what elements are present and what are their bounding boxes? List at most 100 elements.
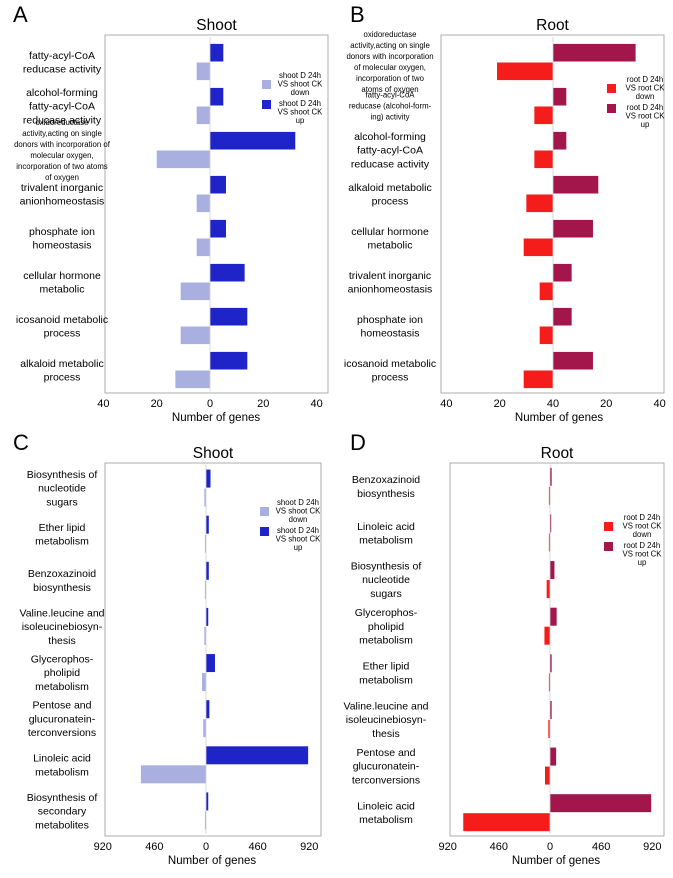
category-label: Linoleic acid: [357, 521, 415, 533]
legend-label: up: [638, 558, 647, 567]
category-label: process: [372, 196, 409, 208]
legend-label: shoot D 24h: [279, 71, 321, 80]
legend-swatch: [262, 100, 271, 109]
category-label: reducase activity: [351, 158, 430, 170]
legend-label: shoot D 24h: [279, 99, 321, 108]
bar-down: [497, 62, 553, 81]
legend-label: VS shoot CK: [278, 108, 323, 117]
x-tick-label: 0: [207, 398, 213, 410]
legend-label: VS root CK: [623, 522, 663, 531]
bar-up: [553, 219, 593, 238]
bar-down: [204, 811, 207, 830]
bar-up: [553, 43, 636, 62]
category-label: terconversions: [352, 774, 420, 786]
x-tick-label: 920: [94, 841, 112, 853]
category-label: Biosynthesis of: [27, 469, 98, 481]
bar-down: [548, 533, 551, 552]
category-label: Pentose and: [33, 700, 92, 712]
bar-down: [203, 719, 206, 738]
category-label: metabolism: [35, 536, 89, 548]
bar-up: [553, 87, 567, 106]
category-label: reducase (alcohol-form-: [349, 102, 432, 111]
bar-down: [180, 282, 210, 301]
x-tick-label: 40: [310, 398, 322, 410]
category-label: secondary: [38, 806, 87, 818]
x-tick-label: 460: [592, 841, 610, 853]
category-label: metabolism: [359, 635, 413, 647]
category-label: anionhomeostasis: [348, 284, 433, 296]
category-label: pholipid: [44, 667, 80, 679]
category-label: metabolites: [35, 819, 89, 831]
category-label: activity,acting on single: [350, 41, 430, 50]
bar-up: [553, 175, 599, 194]
legend-swatch: [260, 527, 269, 536]
category-label: nucleotide: [362, 574, 410, 586]
x-axis-label: Number of genes: [168, 855, 256, 867]
legend-label: down: [636, 92, 655, 101]
category-label: thesis: [372, 728, 399, 740]
bar-up: [210, 175, 226, 194]
x-axis-label: Number of genes: [512, 855, 600, 867]
category-label: cellular hormone: [23, 270, 101, 282]
category-label: phosphate ion: [29, 226, 95, 238]
category-label: metabolism: [359, 814, 413, 826]
bar-down: [548, 486, 551, 505]
plot-frame: [449, 462, 665, 837]
category-label: trivalent inorganic: [349, 270, 431, 282]
category-label: fatty-acyl-CoA: [29, 101, 95, 113]
x-tick-label: 460: [145, 841, 163, 853]
chart-title: Shoot: [193, 445, 234, 462]
bar-up: [210, 351, 248, 370]
category-label: donors with incorporation of: [14, 140, 111, 149]
category-label: oxidoreductase: [364, 30, 417, 39]
category-label: reducase activity: [23, 64, 102, 76]
category-label: Benzoxazinoid: [28, 568, 96, 580]
chart-title: Shoot: [196, 17, 237, 34]
panel-b: B Root oxidoreductase activity,acting on si…: [344, 2, 666, 424]
bar-down: [523, 370, 553, 389]
legend-label: down: [291, 88, 310, 97]
x-tick-label: 460: [248, 841, 266, 853]
category-label: Valine.leucine and: [19, 607, 104, 619]
bar-up: [210, 131, 296, 150]
panel-letter: C: [13, 430, 29, 455]
category-label: cellular hormone: [351, 226, 429, 238]
plot-frame: [104, 462, 322, 837]
category-label: icosanoid metabolic: [344, 358, 436, 370]
bar-down: [463, 813, 550, 832]
bar-up: [210, 263, 245, 282]
category-label: Ether lipid: [363, 661, 410, 673]
category-label: process: [44, 372, 81, 384]
bar-down: [539, 282, 553, 301]
bar-up: [206, 746, 309, 765]
category-label: ing) activity: [371, 113, 410, 122]
bar-up: [550, 700, 552, 719]
category-label: fatty-acyl-CoA: [366, 91, 416, 100]
category-label: Pentose and: [357, 747, 416, 759]
bar-down: [196, 106, 210, 125]
category-label: alcohol-forming: [354, 131, 426, 143]
plot-frame: [104, 34, 329, 394]
legend-label: shoot D 24h: [277, 526, 319, 535]
x-tick-label: 40: [97, 398, 109, 410]
bar-down: [523, 238, 553, 257]
bar-up: [550, 561, 555, 580]
x-tick-label: 20: [257, 398, 269, 410]
category-label: glucuronatein-: [29, 713, 96, 725]
category-label: glucuronatein-: [353, 761, 420, 773]
category-label: anionhomeostasis: [20, 196, 105, 208]
bar-down: [196, 194, 210, 213]
category-label: alkaloid metabolic: [20, 358, 103, 370]
legend-label: VS root CK: [623, 550, 663, 559]
legend-label: up: [296, 116, 305, 125]
category-label: activity,acting on single: [22, 129, 102, 138]
category-label: alkaloid metabolic: [348, 182, 431, 194]
bar-up: [206, 792, 209, 811]
bar-up: [206, 700, 210, 719]
x-tick-label: 0: [547, 841, 553, 853]
chart-title: Root: [541, 445, 574, 462]
category-label: fatty-acyl-CoA: [29, 50, 95, 62]
x-tick-label: 20: [151, 398, 163, 410]
category-label: molecular oxygen,: [30, 151, 93, 160]
category-label: sugars: [370, 588, 402, 600]
